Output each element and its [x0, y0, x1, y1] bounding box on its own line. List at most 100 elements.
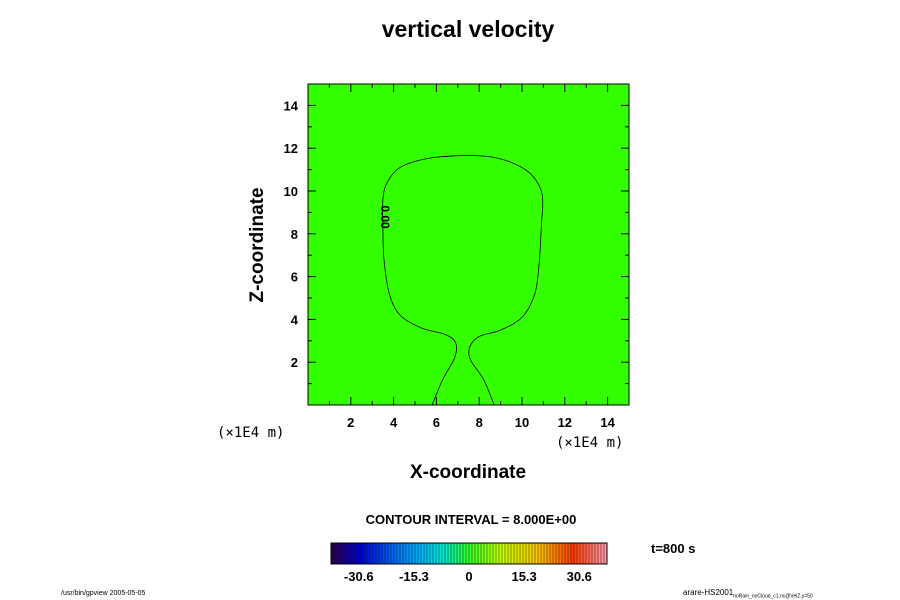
x-tick-label: 14: [600, 415, 615, 430]
y-tick-label: 12: [284, 141, 298, 156]
colorbar-swatch: [415, 543, 419, 564]
axis-ticks: [308, 84, 629, 405]
colorbar-tick-label: 15.3: [511, 569, 536, 584]
colorbar-swatch: [601, 543, 605, 564]
colorbar-swatch: [352, 543, 356, 564]
colorbar-swatch: [526, 543, 530, 564]
colorbar-tick-label: -15.3: [399, 569, 429, 584]
colorbar-swatch: [388, 543, 392, 564]
colorbar-swatch: [508, 543, 512, 564]
y-tick-label: 6: [291, 270, 298, 285]
colorbar-swatch: [562, 543, 566, 564]
colorbar-swatch: [439, 543, 443, 564]
colorbar-swatch: [529, 543, 533, 564]
colorbar-swatch: [379, 543, 383, 564]
plot-area: [307, 83, 630, 406]
colorbar-swatch: [559, 543, 563, 564]
colorbar-swatch: [472, 543, 476, 564]
colorbar-swatch: [577, 543, 581, 564]
y-tick-label: 2: [291, 355, 298, 370]
footer-right: arare-HS2001noRain_noCloud_c1.nc@VelZ,y=…: [683, 588, 813, 600]
y-tick-label: 8: [291, 227, 298, 242]
colorbar-swatch: [565, 543, 569, 564]
colorbar-swatch: [493, 543, 497, 564]
footer-right-sub: noRain_noCloud_c1.nc@VelZ,y=50: [733, 593, 813, 600]
colorbar-swatch: [343, 543, 347, 564]
colorbar-swatch: [451, 543, 455, 564]
colorbar-swatch: [436, 543, 440, 564]
x-tick-label: 8: [476, 415, 483, 430]
colorbar-swatch: [556, 543, 560, 564]
colorbar-tick-label: -30.6: [344, 569, 374, 584]
y-tick-label: 4: [291, 312, 299, 327]
colorbar-swatch: [583, 543, 587, 564]
colorbar-swatch: [550, 543, 554, 564]
colorbar-swatch: [484, 543, 488, 564]
colorbar-swatch: [412, 543, 416, 564]
contour-line-zero: [382, 155, 544, 406]
colorbar-swatch: [406, 543, 410, 564]
colorbar-swatch: [346, 543, 350, 564]
x-tick-label: 12: [558, 415, 572, 430]
colorbar-swatch: [514, 543, 518, 564]
time-label: t=800 s: [651, 541, 696, 556]
colorbar-swatch: [427, 543, 431, 564]
colorbar-swatch: [541, 543, 545, 564]
colorbar-swatch: [478, 543, 482, 564]
colorbar-swatch: [385, 543, 389, 564]
colorbar-swatch: [586, 543, 590, 564]
colorbar-swatch: [373, 543, 377, 564]
colorbar-swatch: [517, 543, 521, 564]
colorbar-swatch: [553, 543, 557, 564]
colorbar-swatch: [382, 543, 386, 564]
colorbar-tick-labels: -30.6 -15.3 0 15.3 30.6: [344, 569, 592, 584]
colorbar-tick-label: 0: [465, 569, 472, 584]
colorbar-swatch: [391, 543, 395, 564]
colorbar-swatch: [376, 543, 380, 564]
x-axis-unit: (×1E4 m): [556, 435, 624, 451]
y-axis-unit: (×1E4 m): [217, 425, 285, 441]
colorbar-swatch: [502, 543, 506, 564]
colorbar-swatch: [400, 543, 404, 564]
y-axis-label: Z-coordinate: [247, 187, 268, 302]
colorbar-swatch: [568, 543, 572, 564]
colorbar-swatch: [547, 543, 551, 564]
colorbar-swatch: [418, 543, 422, 564]
colorbar-swatch: [475, 543, 479, 564]
colorbar-swatch: [394, 543, 398, 564]
colorbar-swatch: [358, 543, 362, 564]
colorbar-swatch: [457, 543, 461, 564]
colorbar-swatch: [337, 543, 341, 564]
colorbar-swatch: [367, 543, 371, 564]
colorbar-swatch: [481, 543, 485, 564]
colorbar-swatch: [364, 543, 368, 564]
colorbar-swatch: [490, 543, 494, 564]
colorbar-swatch: [535, 543, 539, 564]
colorbar-swatch: [334, 543, 338, 564]
colorbar-swatch: [523, 543, 527, 564]
colorbar-swatch: [448, 543, 452, 564]
x-tick-label: 6: [433, 415, 440, 430]
colorbar-swatch: [580, 543, 584, 564]
colorbar-swatch: [505, 543, 509, 564]
colorbar-swatch: [499, 543, 503, 564]
colorbar: [331, 543, 608, 564]
colorbar-swatch: [421, 543, 425, 564]
x-tick-label: 2: [347, 415, 354, 430]
colorbar-swatch: [544, 543, 548, 564]
x-tick-label: 4: [390, 415, 398, 430]
colorbar-swatch: [604, 543, 608, 564]
colorbar-swatch: [538, 543, 542, 564]
colorbar-frame: [330, 542, 608, 565]
colorbar-swatch: [496, 543, 500, 564]
colorbar-swatch: [469, 543, 473, 564]
colorbar-swatch: [454, 543, 458, 564]
colorbar-swatch: [361, 543, 365, 564]
colorbar-swatch: [442, 543, 446, 564]
colorbar-swatch: [349, 543, 353, 564]
footer-left: /usr/bin/gpview 2005-05-05: [61, 590, 146, 597]
colorbar-swatch: [370, 543, 374, 564]
colorbar-swatch: [595, 543, 599, 564]
colorbar-swatch: [592, 543, 596, 564]
